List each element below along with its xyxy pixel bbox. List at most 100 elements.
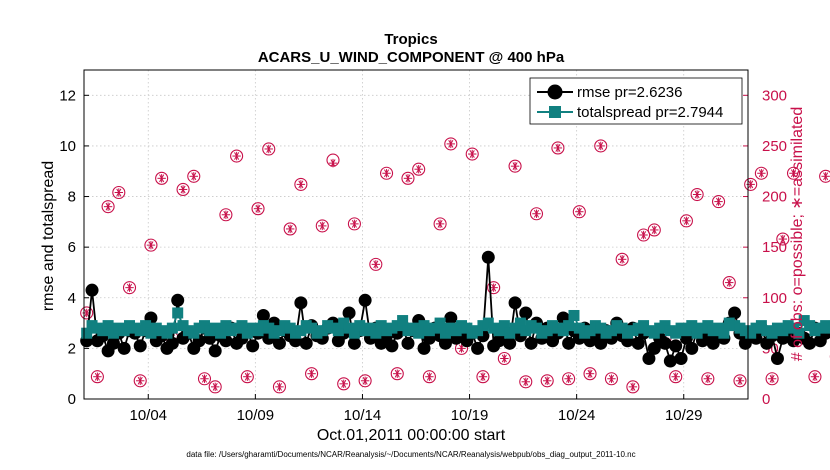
assimilated-obs-marker	[371, 260, 381, 269]
possible-obs-marker	[647, 223, 661, 237]
rmse-point	[685, 341, 699, 355]
x-tick-label: 10/04	[129, 407, 167, 424]
possible-obs-marker	[187, 169, 201, 183]
possible-obs-marker	[433, 217, 447, 231]
possible-obs-marker	[208, 380, 222, 394]
possible-obs-marker	[604, 372, 619, 386]
assimilated-obs-marker	[585, 369, 595, 378]
totalspread-point	[140, 320, 152, 332]
totalspread-point	[825, 322, 830, 334]
assimilated-obs-marker	[821, 172, 830, 181]
assimilated-obs-marker	[596, 141, 605, 151]
possible-obs-marker	[412, 162, 426, 176]
rmse-point	[342, 306, 356, 320]
x-tick-label: 10/19	[451, 407, 489, 424]
assimilated-obs-marker	[703, 374, 713, 383]
assimilated-obs-marker	[125, 283, 134, 292]
totalspread-point	[563, 320, 575, 332]
possible-obs-marker	[529, 207, 544, 221]
possible-obs-marker	[262, 142, 276, 156]
possible-obs-marker	[626, 380, 640, 394]
rmse-point	[272, 336, 286, 350]
assimilated-obs-marker	[628, 382, 638, 392]
x-tick-label: 10/24	[558, 407, 596, 424]
assimilated-obs-marker	[275, 382, 284, 392]
y2-tick-label: 100	[762, 290, 787, 307]
possible-obs-marker	[669, 370, 683, 384]
totalspread-point	[236, 320, 248, 332]
y-tick-label: 8	[68, 189, 76, 206]
rmse-point	[706, 336, 720, 350]
assimilated-obs-marker	[189, 172, 198, 181]
legend: rmse pr=2.6236 totalspread pr=2.7944	[529, 77, 743, 125]
rmse-point	[663, 354, 677, 368]
assimilated-obs-marker	[757, 169, 766, 178]
possible-obs-marker	[422, 370, 436, 384]
assimilated-obs-marker	[318, 221, 327, 231]
possible-obs-marker	[294, 177, 308, 191]
rmse-point	[503, 336, 517, 350]
totalspread-point	[686, 320, 698, 332]
totalspread-point	[793, 327, 805, 339]
data-file-footnote: data file: /Users/gharamti/Documents/NCA…	[186, 450, 635, 459]
possible-obs-marker	[497, 351, 511, 366]
possible-obs-marker	[379, 166, 394, 180]
possible-obs-marker	[219, 208, 233, 222]
possible-obs-marker	[583, 367, 597, 381]
assimilated-obs-marker	[639, 230, 648, 240]
possible-obs-marker	[155, 171, 169, 185]
rmse-point	[347, 336, 361, 350]
possible-obs-marker	[122, 281, 137, 295]
rmse-point	[299, 336, 313, 350]
assimilated-obs-marker	[725, 278, 734, 287]
rmse-point	[674, 352, 688, 366]
totalspread-point	[348, 327, 360, 339]
x-tick-label: 10/14	[344, 407, 382, 424]
assimilated-obs-marker	[682, 216, 691, 226]
possible-obs-marker	[679, 214, 693, 228]
y2-tick-label: 0	[762, 391, 770, 408]
assimilated-obs-marker	[146, 240, 156, 250]
y-tick-label: 12	[59, 87, 76, 104]
rmse-point	[492, 334, 506, 348]
assimilated-obs-marker	[296, 180, 306, 189]
assimilated-obs-marker	[285, 224, 295, 234]
possible-obs-marker	[444, 137, 458, 151]
possible-obs-marker	[133, 374, 147, 388]
chart-subtitle: ACARS_U_WIND_COMPONENT @ 400 hPa	[258, 49, 565, 66]
possible-obs-marker	[572, 205, 586, 219]
possible-obs-marker	[754, 166, 768, 180]
possible-obs-marker	[272, 380, 287, 394]
assimilated-obs-marker	[468, 149, 477, 159]
totalspread-point	[498, 320, 510, 332]
possible-obs-marker	[615, 252, 629, 266]
possible-obs-marker	[401, 171, 415, 185]
assimilated-obs-marker	[692, 190, 702, 199]
assimilated-obs-marker	[264, 144, 273, 154]
possible-obs-marker	[358, 374, 372, 388]
possible-obs-marker	[551, 141, 565, 155]
assimilated-obs-marker	[221, 210, 231, 219]
rmse-point	[171, 293, 185, 307]
rmse-point	[647, 341, 661, 355]
assimilated-obs-marker	[575, 207, 584, 216]
possible-obs-marker	[701, 372, 715, 386]
assimilated-obs-marker	[178, 185, 188, 194]
assimilated-obs-marker	[607, 374, 616, 383]
assimilated-obs-marker	[243, 372, 252, 381]
rmse-point	[106, 336, 120, 350]
possible-obs-marker	[476, 370, 490, 384]
assimilated-obs-marker	[360, 376, 370, 385]
possible-obs-marker	[808, 370, 822, 384]
possible-obs-marker	[176, 182, 190, 197]
possible-obs-marker	[80, 306, 94, 320]
assimilated-obs-marker	[650, 225, 659, 235]
possible-obs-marker	[390, 367, 404, 381]
y-tick-label: 10	[59, 138, 76, 155]
possible-obs-marker	[230, 149, 244, 163]
rmse-point	[385, 339, 399, 353]
rmse-point	[208, 344, 222, 358]
assimilated-obs-marker	[350, 219, 359, 229]
data-marks	[80, 137, 830, 394]
